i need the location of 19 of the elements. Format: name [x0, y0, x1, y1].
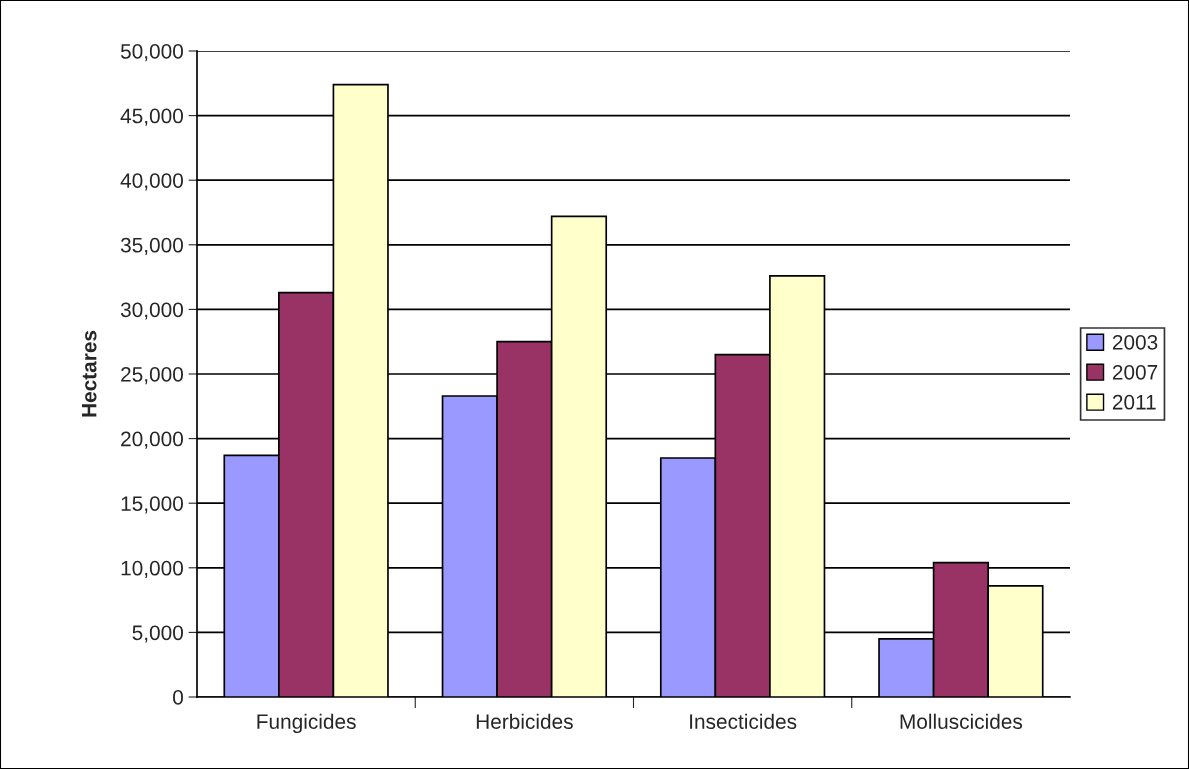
- y-tick-label: 10,000: [121, 560, 183, 579]
- x-tick-label: Herbicides: [476, 713, 573, 729]
- x-tick-label: Insecticides: [690, 713, 797, 729]
- legend-label: 2003: [1112, 334, 1158, 350]
- y-tick-label: 0: [173, 690, 183, 705]
- y-tick-label: 20,000: [121, 431, 183, 449]
- legend-label: 2007: [1112, 364, 1158, 380]
- legend-label: 2011: [1112, 394, 1156, 410]
- y-tick-label: 30,000: [120, 302, 183, 320]
- y-tick-label: 5,000: [132, 625, 183, 643]
- x-tick-label: Molluscicides: [900, 713, 1023, 729]
- x-tick-label: Fungicides: [257, 713, 356, 734]
- y-tick-label: 40,000: [120, 173, 183, 191]
- y-tick-label: 35,000: [120, 237, 183, 256]
- y-tick-label: 45,000: [120, 108, 183, 126]
- y-axis-title: Hectares: [81, 330, 97, 417]
- y-tick-label: 15,000: [121, 496, 183, 514]
- y-tick-label: 25,000: [121, 367, 183, 385]
- y-tick-label: 50,000: [120, 44, 183, 62]
